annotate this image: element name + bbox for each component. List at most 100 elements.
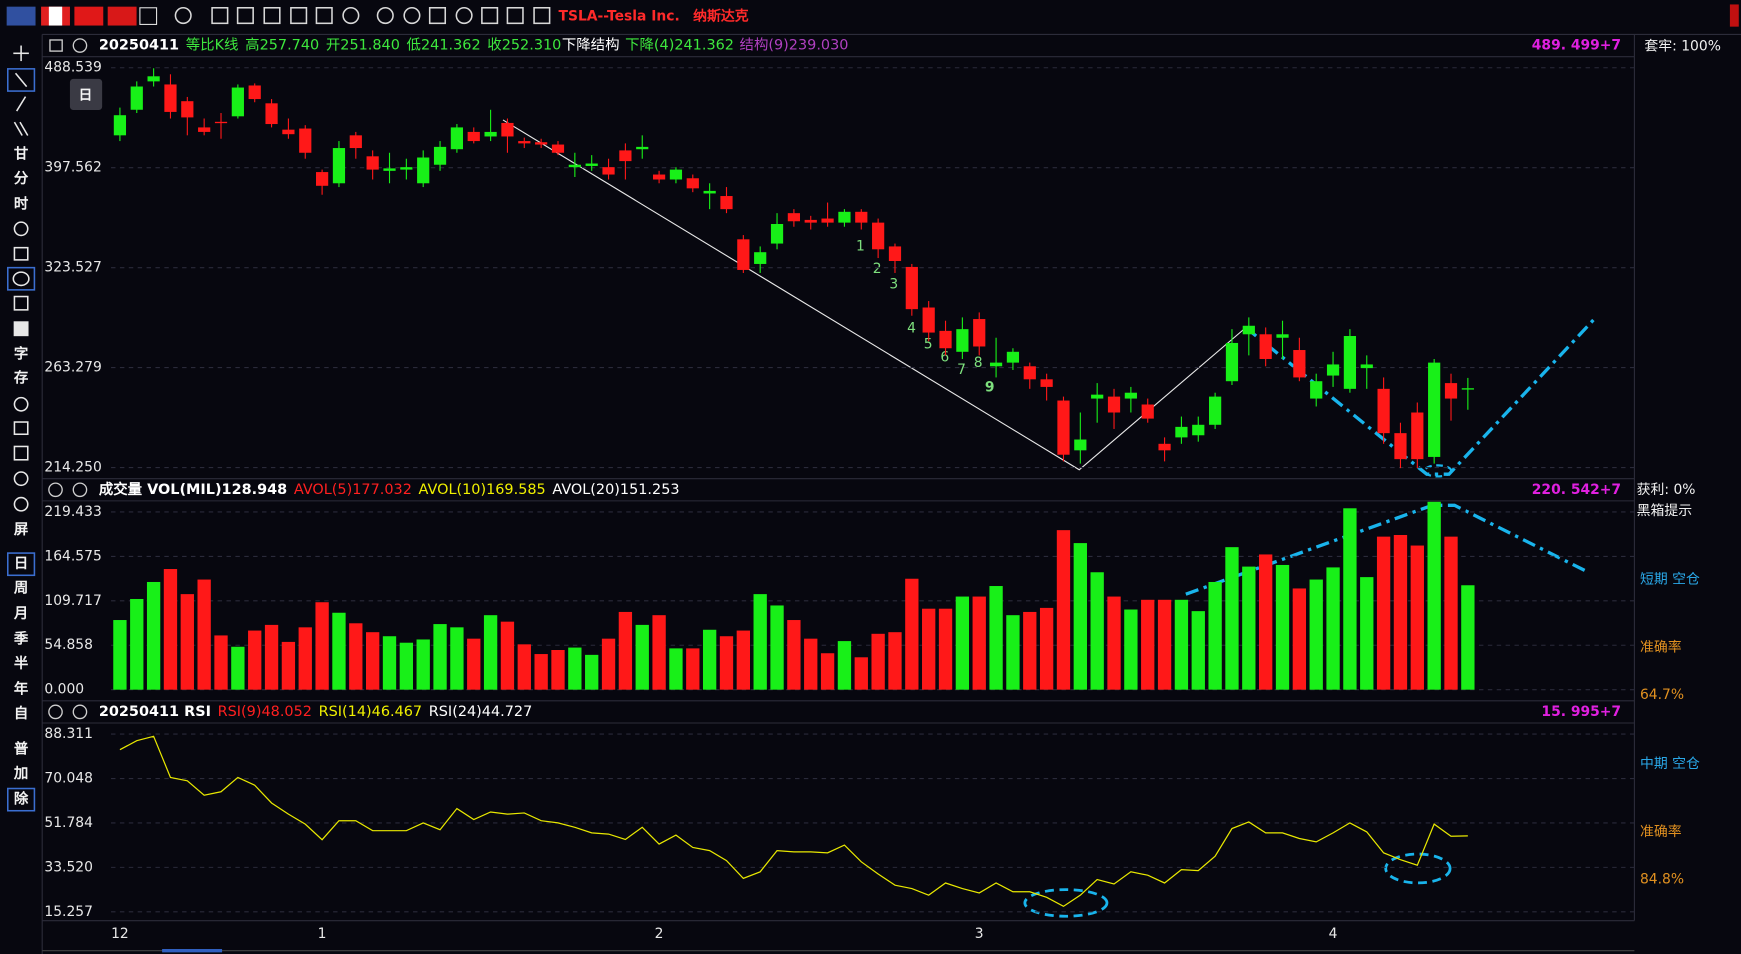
tool-icon[interactable]: [315, 6, 333, 25]
tool-icon[interactable]: [263, 6, 281, 25]
tool-icon[interactable]: [13, 295, 29, 311]
volume-bar: [1444, 536, 1458, 690]
candle-body: [838, 211, 851, 223]
more-button[interactable]: [139, 7, 158, 25]
volume-bar: [1225, 547, 1239, 690]
toolbar-item[interactable]: 除: [14, 790, 29, 808]
volume-bar: [820, 653, 835, 690]
tool-icon[interactable]: [13, 321, 29, 337]
candle-body: [1461, 388, 1474, 390]
tool-icon[interactable]: [13, 496, 29, 512]
tool-selected[interactable]: [6, 68, 36, 92]
toolbar-item[interactable]: 存: [14, 369, 29, 387]
settings-icon[interactable]: [48, 704, 63, 720]
header-item: 20250411: [99, 38, 179, 54]
volume-bar: [180, 594, 194, 690]
candle-body: [1444, 383, 1458, 399]
volume-bar: [1073, 543, 1087, 690]
toolbar-item[interactable]: 月: [13, 605, 28, 622]
candle-body: [602, 167, 615, 175]
candle-body: [181, 101, 194, 118]
tool-icon[interactable]: [15, 96, 27, 112]
tool-icon[interactable]: [13, 445, 29, 461]
candle-body: [417, 157, 430, 184]
candle-body: [1192, 424, 1205, 436]
header-item: 成交量 VOL(MIL)128.948: [99, 480, 287, 498]
volume-bar: [517, 644, 531, 690]
settings-icon[interactable]: [72, 38, 88, 53]
tool-icon[interactable]: [342, 6, 360, 25]
x-tick-label: 12: [111, 926, 129, 942]
tool-icon[interactable]: [236, 6, 254, 25]
period-badge-box[interactable]: [69, 78, 103, 110]
tool-icon[interactable]: [19, 121, 29, 136]
dash-line: [1244, 315, 1598, 476]
tool-icon[interactable]: [13, 471, 29, 487]
tool-icon[interactable]: [174, 6, 192, 25]
candle-body: [1293, 350, 1306, 378]
candle-body: [1158, 443, 1171, 451]
volume-bar: [736, 630, 751, 690]
toolbar-item[interactable]: 年: [14, 680, 29, 698]
tool-icon[interactable]: [14, 72, 28, 88]
tool-icon[interactable]: [290, 6, 308, 25]
candle-body: [214, 121, 228, 124]
structure-header: 下降结构 下降(4)241.362 结构(9)239.030: [562, 37, 849, 54]
td-count: 6: [940, 350, 949, 366]
toolbar-item[interactable]: 日: [14, 555, 28, 572]
header-item: 20250411 RSI: [99, 704, 211, 720]
toolbar-item[interactable]: 时: [14, 195, 29, 212]
toolbar-item[interactable]: 加: [13, 765, 28, 782]
candle-body: [113, 115, 127, 136]
volume-bar: [1343, 508, 1357, 690]
toolbar-item[interactable]: 季: [14, 630, 29, 648]
flag-hk[interactable]: [107, 6, 137, 26]
toolbar-item[interactable]: 自: [14, 704, 28, 722]
tool-icon[interactable]: [211, 6, 229, 25]
tool-icon[interactable]: [13, 396, 29, 412]
tool-icon[interactable]: [12, 271, 30, 287]
holding: 套牢: 100%: [1644, 39, 1721, 55]
tool-icon[interactable]: [428, 6, 447, 25]
candle-body: [1124, 392, 1137, 399]
tool-selected[interactable]: [6, 266, 36, 291]
tool-icon[interactable]: [376, 6, 394, 25]
candle-body: [1242, 325, 1255, 335]
tool-icon[interactable]: [481, 6, 499, 25]
toolbar-item[interactable]: 普: [14, 740, 28, 758]
tool-icon[interactable]: [13, 421, 29, 436]
header-item: 开251.840: [326, 38, 400, 54]
toolbar-item[interactable]: 周: [14, 580, 28, 597]
corner-label: 15. 995+7: [1541, 704, 1621, 720]
close-icon[interactable]: [72, 704, 88, 720]
toolbar-item[interactable]: 半: [14, 654, 28, 672]
volume-bar: [938, 608, 953, 690]
header-item: RSI(14)46.467: [319, 704, 422, 720]
y-tick-label: 54.858: [44, 637, 93, 653]
candle-body: [1394, 433, 1407, 460]
toolbar-item[interactable]: 字: [14, 344, 28, 362]
close-icon[interactable]: [72, 482, 88, 498]
toolbar-item[interactable]: 分: [14, 170, 29, 187]
tool-icon[interactable]: [506, 6, 524, 25]
period-badge[interactable]: 日: [79, 88, 93, 104]
flag-cn[interactable]: [74, 6, 104, 26]
header-item: 收252.310: [487, 37, 561, 54]
tool-icon[interactable]: [13, 121, 23, 136]
tool-selected[interactable]: [6, 787, 36, 812]
tool-icon[interactable]: [455, 6, 473, 25]
menu-icon[interactable]: [49, 39, 63, 52]
tool-icon[interactable]: [403, 6, 421, 25]
tool-icon[interactable]: [13, 246, 29, 261]
toolbar-item[interactable]: 屏: [14, 521, 28, 538]
candle-body: [888, 246, 902, 261]
flag-us[interactable]: [6, 6, 36, 26]
candle-body: [855, 211, 868, 223]
tool-icon[interactable]: [13, 221, 29, 237]
toolbar-item[interactable]: 甘: [14, 144, 29, 162]
settings-icon[interactable]: [48, 482, 63, 498]
y-tick-label: 33.520: [44, 859, 93, 875]
tool-selected[interactable]: [6, 552, 36, 577]
tool-icon[interactable]: [533, 6, 551, 25]
candle-body: [484, 131, 497, 137]
